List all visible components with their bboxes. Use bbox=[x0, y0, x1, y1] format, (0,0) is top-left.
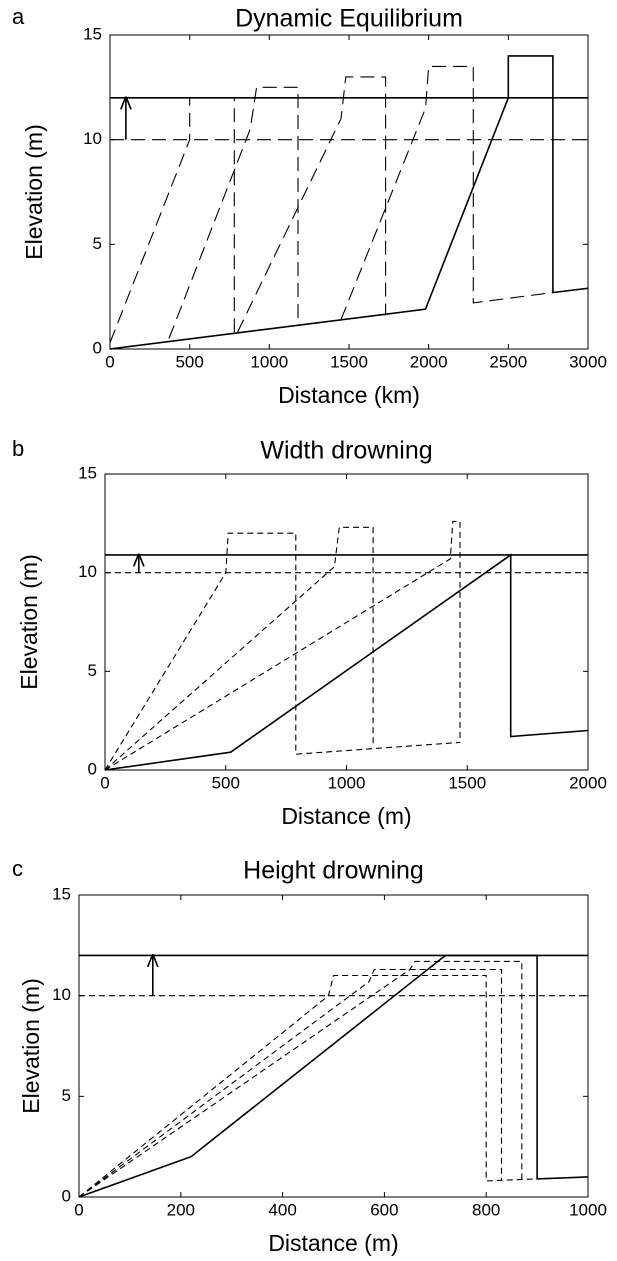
x-tick-label: 500 bbox=[212, 773, 240, 792]
panel-label: a bbox=[12, 4, 25, 29]
x-axis-label: Distance (m) bbox=[268, 1230, 398, 1256]
y-tick-label: 15 bbox=[78, 463, 97, 482]
profile-line bbox=[104, 553, 589, 771]
y-tick-label: 15 bbox=[83, 24, 102, 43]
x-tick-label: 500 bbox=[175, 352, 203, 371]
profile-line bbox=[78, 954, 589, 1198]
x-tick-label: 2000 bbox=[410, 352, 448, 371]
plot-area bbox=[78, 894, 589, 1198]
chart-title: Height drowning bbox=[243, 857, 424, 885]
x-tick-label: 2000 bbox=[569, 773, 607, 792]
x-tick-label: 3000 bbox=[569, 352, 607, 371]
y-tick-label: 10 bbox=[83, 129, 102, 148]
y-tick-label: 0 bbox=[93, 338, 102, 357]
y-tick-label: 5 bbox=[62, 1086, 71, 1105]
profile-line bbox=[78, 968, 503, 1198]
x-tick-label: 400 bbox=[268, 1200, 296, 1219]
x-tick-label: 600 bbox=[370, 1200, 398, 1219]
profile-line bbox=[168, 86, 299, 339]
profile-line bbox=[104, 520, 461, 771]
x-tick-label: 2500 bbox=[489, 352, 527, 371]
x-axis-label: Distance (m) bbox=[281, 803, 411, 829]
y-tick-label: 0 bbox=[62, 1186, 71, 1205]
profile-line bbox=[78, 960, 523, 1198]
x-tick-label: 0 bbox=[100, 773, 109, 792]
y-axis-label: Elevation (m) bbox=[21, 124, 47, 259]
x-tick-label: 1000 bbox=[328, 773, 366, 792]
x-tick-label: 0 bbox=[105, 352, 114, 371]
y-tick-label: 5 bbox=[93, 234, 102, 253]
x-tick-label: 1500 bbox=[448, 773, 486, 792]
profile-line bbox=[104, 532, 461, 771]
chart-title: Width drowning bbox=[260, 437, 432, 465]
x-tick-label: 800 bbox=[472, 1200, 500, 1219]
panel-label: c bbox=[12, 856, 23, 881]
x-axis-label: Distance (km) bbox=[278, 382, 420, 408]
chart-title: Dynamic Equilibrium bbox=[235, 5, 463, 33]
x-tick-label: 1000 bbox=[569, 1200, 607, 1219]
y-tick-label: 0 bbox=[88, 759, 97, 778]
profile-line bbox=[104, 526, 374, 771]
x-tick-label: 1000 bbox=[250, 352, 288, 371]
plot-area bbox=[109, 34, 589, 350]
x-tick-label: 1500 bbox=[330, 352, 368, 371]
y-tick-label: 10 bbox=[78, 562, 97, 581]
y-axis-label: Elevation (m) bbox=[16, 554, 42, 689]
profile-line bbox=[109, 97, 235, 343]
y-axis-label: Elevation (m) bbox=[18, 978, 44, 1113]
profile-line bbox=[340, 65, 553, 320]
y-tick-label: 15 bbox=[52, 884, 71, 903]
x-tick-label: 0 bbox=[74, 1200, 83, 1219]
profile-line bbox=[237, 76, 387, 333]
y-tick-label: 10 bbox=[52, 985, 71, 1004]
x-tick-label: 200 bbox=[167, 1200, 195, 1219]
panel-label: b bbox=[12, 436, 24, 461]
y-tick-label: 5 bbox=[88, 661, 97, 680]
